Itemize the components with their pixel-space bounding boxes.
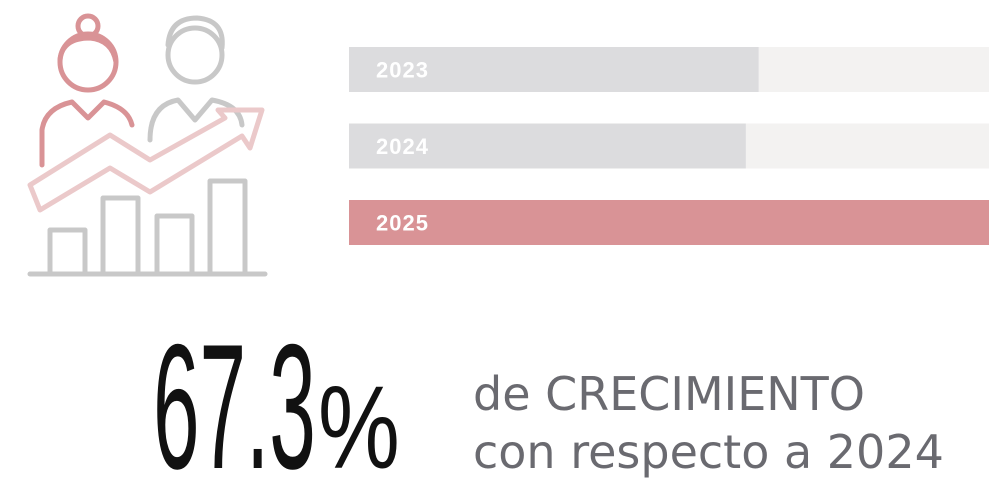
bar-label: 2023 [376,57,429,82]
headline-unit: % [318,362,400,482]
bar-label: 2024 [376,134,429,159]
headline-value: 67.3 [153,308,316,482]
bar-label: 2025 [376,210,429,235]
bar [349,123,746,169]
headline-line1: de CRECIMIENTO [473,367,865,421]
bar [349,200,989,245]
bar [349,47,759,92]
headline: 67.3 % de CRECIMIENTO con respecto a 202… [153,308,944,482]
icon [27,13,268,277]
headline-line2: con respecto a 2024 [473,425,944,479]
